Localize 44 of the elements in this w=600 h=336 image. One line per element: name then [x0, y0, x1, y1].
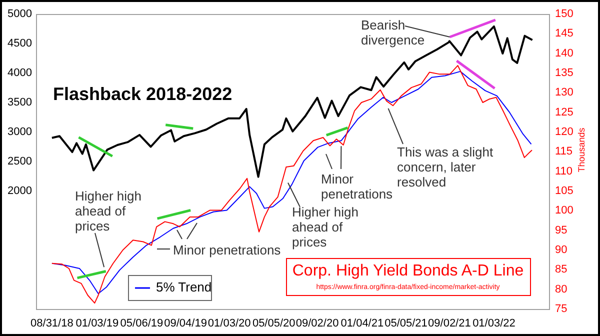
- legend-label: 5% Trend: [156, 280, 212, 295]
- x-tick-label: 05/06/19: [120, 318, 164, 330]
- y-tick-label: 5000: [8, 8, 32, 20]
- y2-tick-label: 90: [555, 244, 568, 256]
- x-tick-label: 01/03/19: [76, 318, 119, 330]
- y2-tick-label: 145: [555, 28, 574, 40]
- y-tick-label: 2500: [8, 156, 32, 168]
- x-tick-label: 05/05/21: [384, 318, 428, 330]
- y2-tick-label: 125: [555, 106, 574, 118]
- y2-tick-label: 120: [555, 126, 574, 138]
- x-tick-label: 09/04/19: [164, 318, 207, 330]
- annotation: Higher high ahead of prices: [75, 188, 142, 234]
- y2-tick-label: 150: [555, 8, 574, 20]
- y2-tick-label: 115: [555, 146, 573, 158]
- y-tick-label: 4000: [8, 67, 32, 80]
- x-tick-label: 05/05/20: [252, 318, 296, 330]
- y2-tick-label: 75: [555, 303, 568, 316]
- annotation: This was a slight concern, later resolved: [397, 144, 494, 190]
- annotation: Minor penetrations: [173, 242, 282, 258]
- y2-tick-label: 135: [555, 67, 574, 80]
- annotation: Bearish divergence: [361, 18, 425, 48]
- y2-tick-label: 80: [555, 283, 568, 296]
- annotation: Higher high ahead of prices: [292, 204, 358, 250]
- y2-tick-label: 140: [555, 47, 574, 60]
- y2-tick-label: 105: [555, 185, 574, 198]
- x-tick-label: 01/03/20: [208, 318, 251, 330]
- y-tick-label: 2000: [8, 185, 32, 198]
- x-tick-label: 09/02/20: [296, 318, 339, 330]
- y-tick-label: 3500: [8, 96, 32, 109]
- x-tick-label: 08/31/18: [30, 318, 74, 330]
- text: Corp. High Yield Bonds A-D Line: [292, 262, 524, 280]
- x-tick-label: 09/02/21: [428, 318, 471, 330]
- x-tick-label: 01/04/21: [340, 318, 384, 330]
- y2-tick-label: 100: [555, 204, 574, 217]
- y2-tick-label: 110: [555, 165, 573, 178]
- y2-tick-label: 85: [555, 264, 568, 276]
- y-tick-label: 4500: [8, 38, 32, 50]
- x-tick-label: 01/03/22: [472, 318, 516, 330]
- y-tick-label: 3000: [8, 126, 32, 138]
- annotation: Minor penetrations: [321, 172, 394, 202]
- y2-tick-label: 130: [555, 86, 574, 99]
- y2-axis-title: Thousands: [576, 127, 586, 172]
- y2-tick-label: 95: [555, 224, 568, 236]
- text: Flashback 2018-2022: [53, 84, 232, 104]
